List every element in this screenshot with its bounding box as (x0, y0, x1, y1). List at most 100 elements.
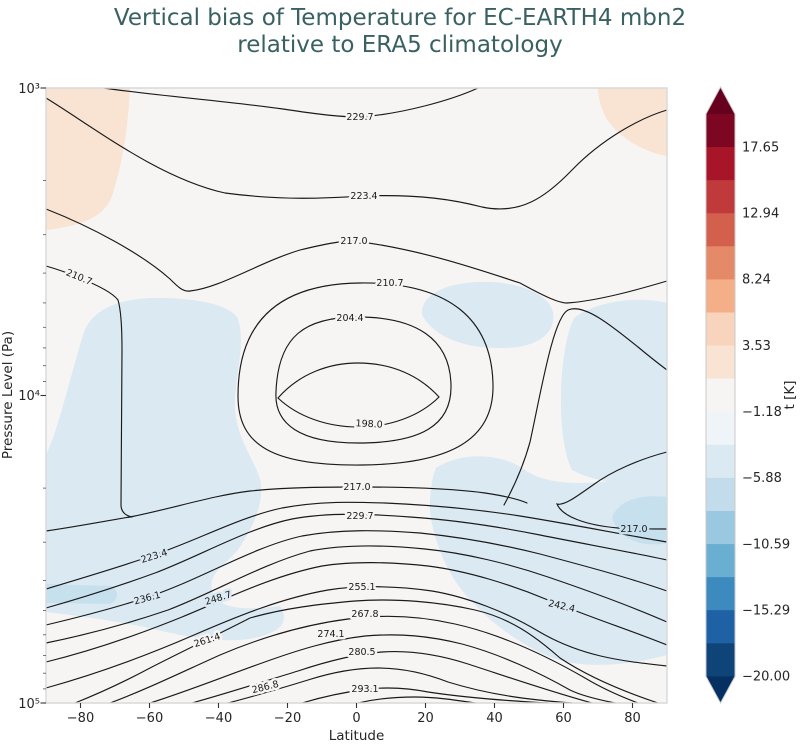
contour-236 (45, 530, 668, 626)
warm-bias-region-top-left (46, 88, 130, 230)
y-axis-label: Pressure Level (Pa) (0, 331, 16, 459)
contour-label: 274.1 (317, 629, 344, 640)
cold-bias-region-right-lower (429, 456, 667, 665)
contour-label: 210.7 (376, 278, 403, 289)
colorbar-segment (706, 477, 735, 512)
contour-label: 229.7 (346, 112, 373, 123)
contour-261 (74, 599, 659, 704)
x-tick-label: 40 (486, 711, 503, 726)
colorbar-segment (706, 643, 735, 677)
x-tick-label: −20 (274, 711, 301, 726)
y-tick-label: 10⁵ (18, 697, 40, 712)
colorbar-segment (706, 610, 735, 644)
colorbar-outline (705, 85, 736, 705)
contour-label: 204.4 (336, 313, 363, 324)
colorbar-segment (706, 246, 735, 280)
colorbar-tick-label: −15.29 (742, 604, 790, 619)
contour-229-lower (45, 513, 668, 609)
plot-frame (45, 87, 668, 704)
x-axis: −80 −60 −40 −20 0 20 40 60 80 Latitude (67, 703, 641, 744)
contour-217-right-hook (556, 451, 668, 530)
colorbar-tick-label: −20.00 (742, 670, 790, 685)
x-tick-label: 80 (624, 711, 641, 726)
contour-286 (227, 667, 573, 704)
cold-bias-medium-strip-left (46, 584, 118, 604)
contour-label: 217.0 (340, 236, 367, 247)
x-tick-marks (79, 703, 634, 708)
y-tick-marks (40, 87, 46, 704)
colorbar-segment (706, 378, 735, 413)
x-axis-label: Latitude (329, 728, 385, 744)
warm-bias-region-top-right (598, 88, 667, 156)
x-tick-label: −60 (136, 711, 163, 726)
contour-label: 217.0 (343, 482, 370, 493)
colorbar: 17.65 12.94 8.24 3.53 −1.18 −5.88 −10.59… (705, 85, 798, 705)
contour-280 (191, 651, 593, 704)
x-tick-label: 0 (352, 711, 360, 726)
cold-bias-patch-mid-right (421, 281, 554, 349)
contour-label: 229.7 (346, 511, 373, 522)
colorbar-tick-label: −10.59 (742, 537, 790, 552)
contour-label: 198.0 (355, 418, 383, 430)
colorbar-under-arrow (706, 676, 735, 703)
y-axis: 10³ 10⁴ 10⁵ Pressure Level (Pa) (0, 82, 46, 712)
colorbar-tick-label: −5.88 (742, 471, 782, 486)
colorbar-segment (706, 577, 735, 611)
contour-223-upper (45, 97, 668, 210)
colorbar-segment (706, 411, 735, 446)
contour-242 (45, 545, 668, 644)
contour-267 (109, 615, 639, 704)
contour-204-closed (275, 316, 452, 444)
y-tick-label: 10⁴ (18, 389, 40, 404)
colorbar-segment (706, 213, 735, 247)
contour-label: 255.1 (348, 582, 375, 593)
filled-bias-regions (46, 88, 667, 665)
contour-210-left (45, 265, 133, 518)
contour-274 (149, 634, 616, 704)
contour-label: 223.4 (350, 191, 377, 202)
colorbar-tick-label: 17.65 (742, 140, 779, 155)
contour-label: 293.1 (351, 684, 378, 695)
figure-title-line1: Vertical bias of Temperature for EC-EART… (114, 5, 686, 31)
colorbar-label: t [K] (782, 381, 798, 410)
contour-217-upper (45, 208, 668, 304)
x-tick-label: −40 (205, 711, 232, 726)
colorbar-tick-label: 3.53 (742, 339, 771, 354)
y-tick-label: 10³ (18, 82, 40, 97)
contour-223-lower (45, 501, 668, 590)
colorbar-over-arrow (706, 87, 735, 114)
contour-293 (301, 687, 549, 704)
contour-229-upper (103, 87, 479, 118)
contour-198-closed (277, 362, 440, 428)
figure-title-line2: relative to ERA5 climatology (237, 32, 562, 58)
temperature-contour-lines (45, 87, 668, 704)
contour-210-right-arch (503, 308, 668, 506)
colorbar-segment (706, 312, 735, 346)
colorbar-segment (706, 544, 735, 578)
colorbar-segment (706, 444, 735, 479)
contour-label: 280.5 (348, 647, 375, 658)
colorbar-segment (706, 147, 735, 181)
contour-299 (357, 696, 476, 704)
colorbar-tick-label: −1.18 (742, 405, 782, 420)
x-tick-label: −80 (67, 711, 94, 726)
cold-bias-region-right-upper (560, 299, 667, 484)
cold-bias-medium-patch-right (612, 496, 667, 545)
contour-label: 217.0 (620, 524, 647, 535)
x-tick-label: 60 (555, 711, 572, 726)
contour-255 (45, 586, 668, 689)
contour-217-lower (45, 486, 528, 532)
colorbar-segment (706, 279, 735, 313)
x-tick-label: 20 (417, 711, 434, 726)
colorbar-segment (706, 114, 735, 148)
contour-line-labels: 229.7 223.4 217.0 210.7 210.7 204.4 198.… (62, 110, 650, 699)
contour-210-closed (237, 282, 494, 466)
contour-248 (45, 562, 668, 663)
colorbar-tick-label: 8.24 (742, 273, 771, 288)
cold-bias-region-left (46, 297, 284, 641)
colorbar-segments (706, 114, 735, 677)
colorbar-segment (706, 345, 735, 380)
colorbar-segment (706, 510, 735, 545)
